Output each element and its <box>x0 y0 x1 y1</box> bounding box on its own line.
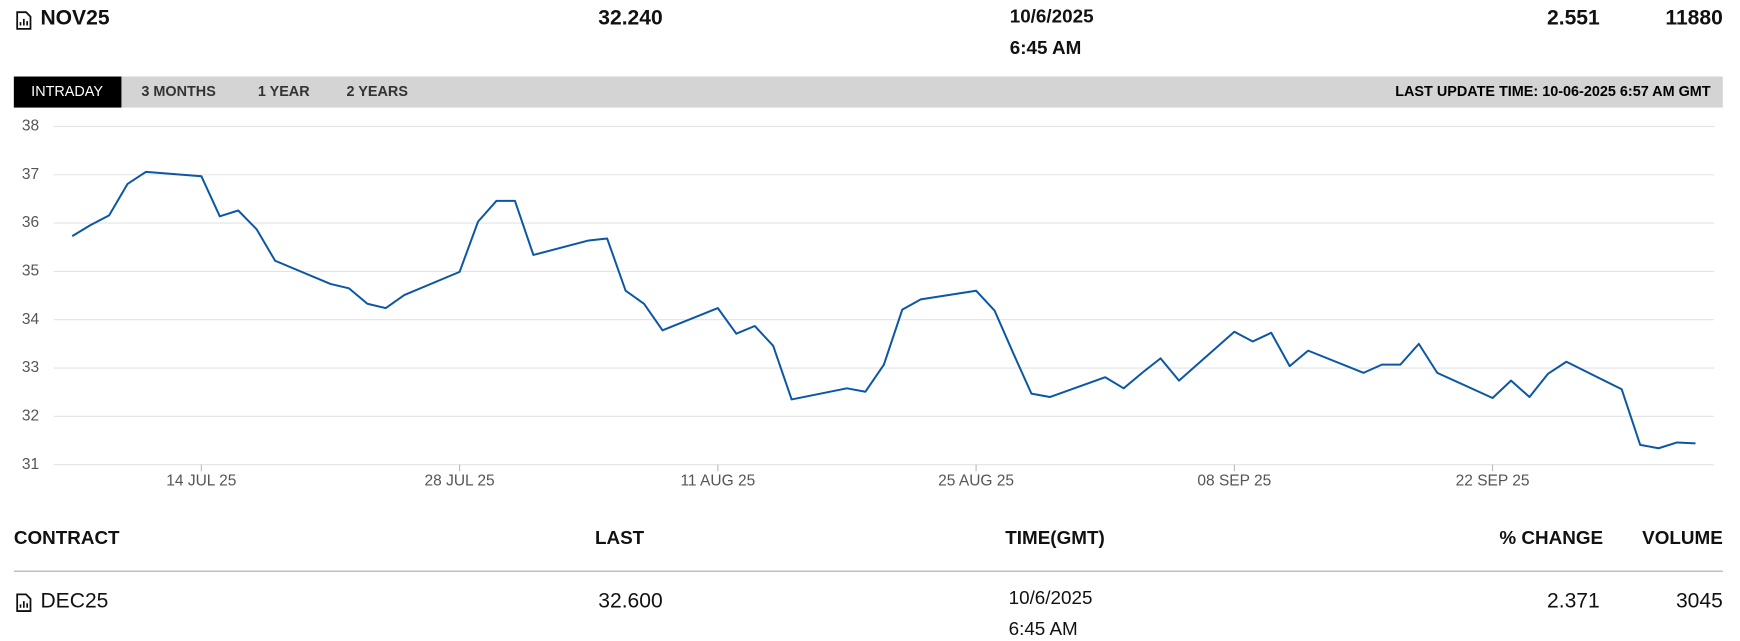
tab[interactable]: 2 YEARS <box>347 84 409 100</box>
file-icon <box>16 593 32 612</box>
cell: 6:45 AM <box>1009 618 1078 639</box>
price-line <box>71 170 1696 450</box>
column-header: % CHANGE <box>1499 527 1603 548</box>
column-header: TIME(GMT) <box>1005 527 1104 548</box>
x-tick-label: 28 JUL 25 <box>425 472 495 489</box>
y-tick-label: 32 <box>22 407 39 424</box>
cell: 3045 <box>1676 590 1723 613</box>
column-header: VOLUME <box>1642 527 1723 548</box>
y-tick-label: 38 <box>22 118 39 135</box>
time: 6:45 AM <box>1010 37 1082 58</box>
x-tick-label: 25 AUG 25 <box>938 472 1014 489</box>
y-tick-label: 33 <box>22 359 39 376</box>
y-tick-label: 34 <box>22 311 40 328</box>
y-tick-label: 31 <box>22 456 39 473</box>
y-tick-label: 35 <box>22 262 39 279</box>
cell: 32.600 <box>598 590 662 613</box>
change: 2.551 <box>1547 6 1600 29</box>
tab[interactable]: 1 YEAR <box>258 84 310 100</box>
tab[interactable]: INTRADAY <box>31 84 103 100</box>
file-icon <box>16 11 32 30</box>
cell: 10/6/2025 <box>1009 587 1093 608</box>
y-tick-label: 36 <box>22 214 39 231</box>
column-header: LAST <box>595 527 645 548</box>
y-tick-label: 37 <box>22 166 39 183</box>
contract: NOV25 <box>40 6 109 29</box>
x-tick-label: 08 SEP 25 <box>1197 472 1271 489</box>
last-update: LAST UPDATE TIME: 10-06-2025 6:57 AM GMT <box>1395 84 1711 100</box>
x-tick-label: 14 JUL 25 <box>166 472 236 489</box>
cell[interactable]: DEC25 <box>40 590 108 613</box>
tab[interactable]: 3 MONTHS <box>141 84 216 100</box>
x-tick-label: 11 AUG 25 <box>680 472 755 489</box>
x-tick-label: 22 SEP 25 <box>1456 472 1530 489</box>
date: 10/6/2025 <box>1010 6 1094 27</box>
column-header: CONTRACT <box>14 527 120 548</box>
tab-bar <box>13 76 1723 108</box>
active-tab <box>13 76 122 108</box>
cell: 2.371 <box>1547 590 1600 613</box>
last-price: 32.240 <box>598 6 662 29</box>
chart: 31 32 33 34 35 36 37 38 14 JUL 25 28 JUL 25 11 AUG… <box>22 118 1714 489</box>
volume: 11880 <box>1665 6 1722 29</box>
